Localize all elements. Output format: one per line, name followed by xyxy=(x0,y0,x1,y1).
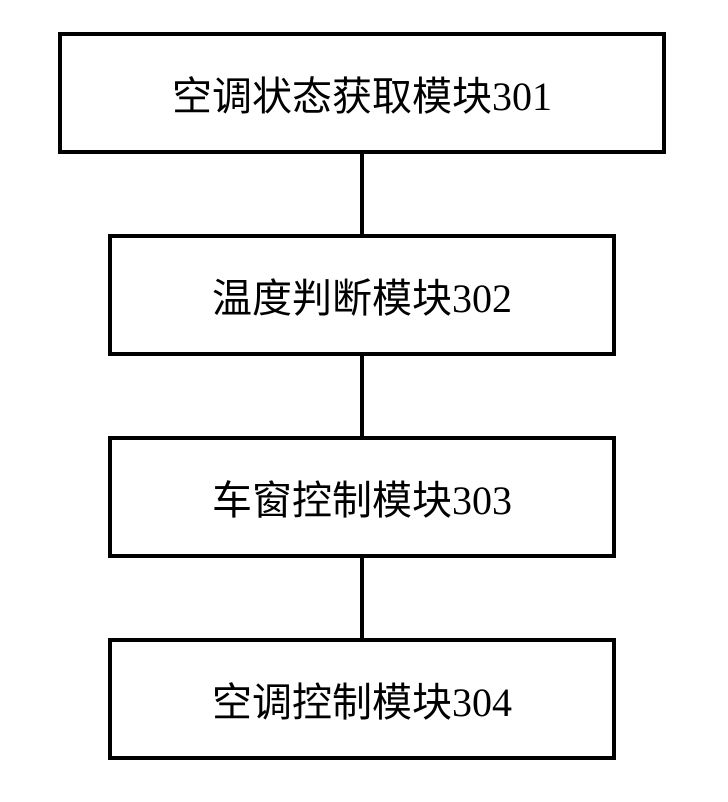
node-ac-control-module: 空调控制模块304 xyxy=(108,638,616,760)
node-label: 空调控制模块304 xyxy=(212,670,512,728)
node-temperature-judgement-module: 温度判断模块302 xyxy=(108,234,616,356)
edge-n2-n3 xyxy=(360,356,364,436)
node-label: 车窗控制模块303 xyxy=(212,468,512,526)
node-ac-status-module: 空调状态获取模块301 xyxy=(58,32,666,154)
edge-n3-n4 xyxy=(360,558,364,638)
edge-n1-n2 xyxy=(360,154,364,234)
diagram-canvas: 空调状态获取模块301 温度判断模块302 车窗控制模块303 空调控制模块30… xyxy=(0,0,728,802)
node-label: 空调状态获取模块301 xyxy=(172,64,552,122)
node-label: 温度判断模块302 xyxy=(212,266,512,324)
node-window-control-module: 车窗控制模块303 xyxy=(108,436,616,558)
